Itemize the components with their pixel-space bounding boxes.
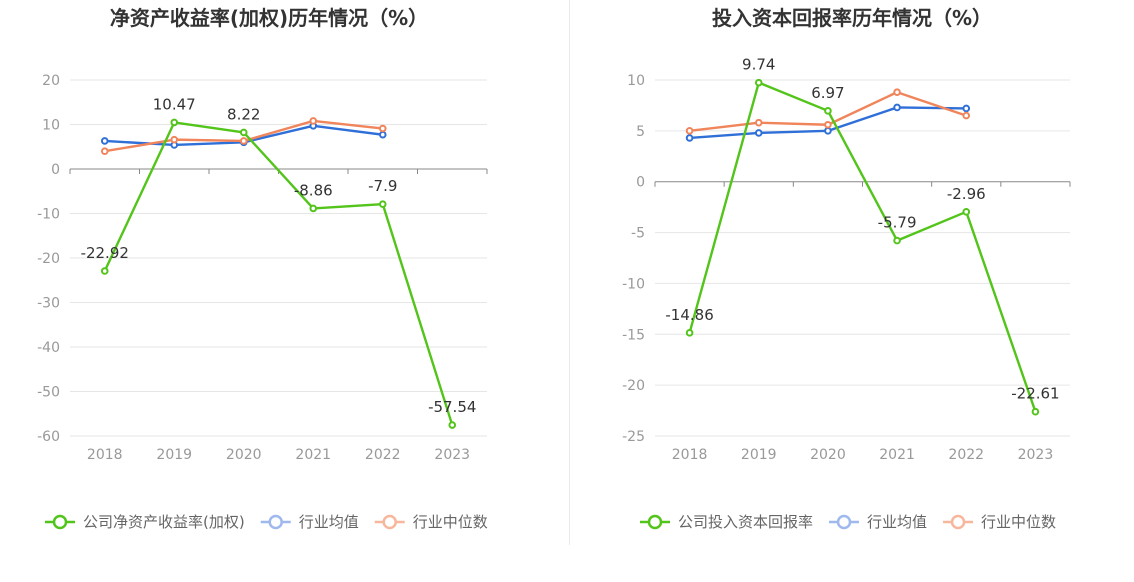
data-point-industry-median[interactable]	[962, 111, 971, 120]
data-point-company[interactable]	[962, 208, 971, 216]
data-label: -57.54	[428, 398, 476, 416]
data-point-industry-median[interactable]	[685, 127, 694, 135]
legend-item-industry-average[interactable]: 行业均值	[260, 513, 359, 531]
data-point-company[interactable]	[448, 421, 457, 429]
data-point-industry-median[interactable]	[893, 88, 901, 97]
data-label: -14.86	[665, 306, 713, 324]
legend-item-industry-median[interactable]: 行业中位数	[374, 513, 488, 531]
y-tick-label: -20	[622, 378, 645, 394]
series-line-company	[103, 121, 454, 426]
x-tick-label: 2019	[156, 447, 192, 463]
data-point-company[interactable]	[309, 204, 318, 213]
data-point-company[interactable]	[893, 236, 901, 245]
legend: 公司投入资本回报率 行业均值 行业中位数	[640, 513, 1056, 531]
legend-marker-icon	[836, 514, 852, 530]
data-label: -2.96	[947, 185, 986, 203]
legend-item-industry-average[interactable]: 行业均值	[829, 513, 927, 531]
data-point-company[interactable]	[754, 78, 763, 87]
data-point-industry-median[interactable]	[824, 120, 832, 129]
data-label: -5.79	[878, 214, 917, 232]
data-point-company[interactable]	[170, 118, 179, 127]
data-point-industry-median[interactable]	[100, 147, 109, 155]
data-label: -22.92	[81, 244, 129, 262]
legend-label: 行业均值	[867, 513, 927, 531]
data-point-industry-average[interactable]	[824, 127, 832, 135]
legend: 公司净资产收益率(加权) 行业均值 行业中位数	[45, 513, 488, 531]
data-label: 8.22	[227, 105, 260, 123]
x-tick-label: 2020	[810, 447, 846, 463]
y-tick-label: -60	[37, 429, 60, 445]
legend-marker-icon	[950, 514, 966, 530]
legend-label: 行业中位数	[981, 513, 1056, 531]
x-tick-label: 2018	[87, 447, 123, 463]
data-label: 10.47	[153, 95, 196, 113]
legend-marker-icon	[647, 514, 663, 530]
x-tick-label: 2022	[365, 447, 401, 463]
x-tick-label: 2023	[434, 447, 470, 463]
y-tick-label: -25	[622, 429, 645, 445]
data-point-industry-median[interactable]	[754, 118, 763, 127]
y-tick-label: -50	[37, 385, 60, 401]
y-tick-label: 10	[627, 73, 645, 89]
legend-label: 公司净资产收益率(加权)	[83, 513, 245, 531]
x-tick-label: 2023	[1018, 447, 1054, 463]
data-point-company[interactable]	[1031, 407, 1040, 416]
data-point-company[interactable]	[824, 107, 832, 115]
y-tick-label: -10	[37, 207, 60, 223]
legend-marker-icon	[52, 514, 68, 530]
data-label: -8.86	[294, 181, 333, 199]
legend-label: 公司投入资本回报率	[678, 513, 813, 531]
legend-marker-icon	[268, 514, 283, 530]
data-label: 9.74	[742, 56, 775, 74]
x-tick-label: 2018	[672, 447, 708, 463]
y-tick-label: -15	[622, 327, 645, 343]
data-point-industry-median[interactable]	[378, 124, 387, 133]
data-point-industry-average[interactable]	[100, 137, 109, 145]
x-tick-label: 2021	[879, 447, 915, 463]
chart-title: 净资产收益率(加权)历年情况（%）	[110, 6, 428, 30]
legend-item-company[interactable]: 公司净资产收益率(加权)	[45, 513, 245, 531]
data-point-industry-average[interactable]	[685, 134, 694, 142]
chart-title: 投入资本回报率历年情况（%）	[712, 6, 992, 30]
data-point-industry-median[interactable]	[170, 135, 179, 144]
legend-item-industry-median[interactable]: 行业中位数	[943, 513, 1056, 531]
x-tick-label: 2021	[295, 447, 331, 463]
series-line-company	[688, 81, 1037, 413]
data-point-industry-median[interactable]	[309, 117, 318, 125]
y-tick-label: 10	[42, 118, 60, 134]
x-tick-label: 2019	[741, 447, 777, 463]
divider	[569, 0, 570, 545]
legend-marker-icon	[382, 514, 397, 530]
data-point-industry-average[interactable]	[962, 104, 971, 113]
y-tick-label: 0	[51, 162, 60, 178]
data-point-industry-average[interactable]	[754, 129, 763, 137]
data-label: 6.97	[811, 84, 844, 102]
legend-item-company[interactable]: 公司投入资本回报率	[640, 513, 813, 531]
data-point-industry-average[interactable]	[378, 130, 387, 139]
y-tick-label: -30	[37, 296, 60, 312]
y-tick-label: -10	[622, 276, 645, 292]
x-tick-label: 2022	[948, 447, 984, 463]
data-label: -7.9	[368, 177, 397, 195]
y-tick-label: 5	[636, 124, 645, 140]
y-tick-label: 0	[636, 175, 645, 191]
y-tick-label: -40	[37, 340, 60, 356]
roe-chart: 净资产收益率(加权)历年情况（%） 20 10 0 -10 -20 -30 -40 -50 -60…	[37, 6, 488, 531]
data-point-company[interactable]	[378, 200, 387, 208]
data-label: -22.61	[1011, 385, 1059, 403]
data-point-company[interactable]	[685, 329, 694, 337]
data-point-company[interactable]	[239, 128, 248, 137]
y-tick-label: -5	[631, 226, 645, 242]
data-point-company[interactable]	[100, 267, 109, 275]
legend-label: 行业均值	[299, 513, 359, 531]
y-tick-label: 20	[42, 73, 60, 89]
legend-label: 行业中位数	[413, 513, 488, 531]
roic-chart: 投入资本回报率历年情况（%） 10 5 0 -5 -10 -15 -20 -25 2018 2019…	[622, 6, 1071, 531]
data-point-industry-average[interactable]	[893, 103, 901, 112]
x-tick-label: 2020	[226, 447, 262, 463]
y-tick-label: -20	[37, 251, 60, 267]
data-point-industry-median[interactable]	[239, 137, 248, 145]
